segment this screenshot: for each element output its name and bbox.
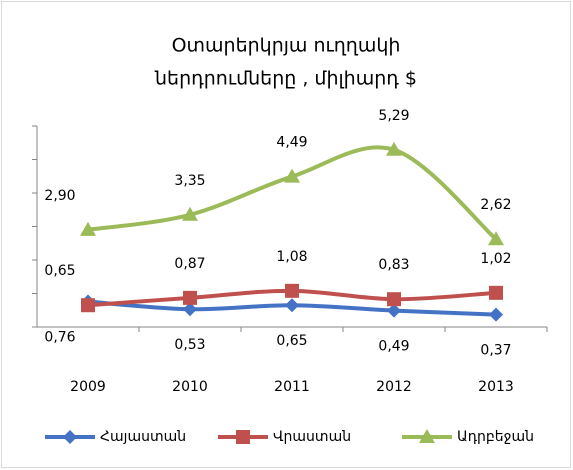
chart-title: Օտարերկրյա ուղղակի <box>172 35 401 57</box>
data-label: 1,08 <box>276 249 307 265</box>
data-label: 0,76 <box>44 330 75 346</box>
chart-title: ներդրումները , միլիարդ $ <box>154 68 417 90</box>
x-tick-label: 2012 <box>376 379 412 395</box>
data-point <box>80 221 96 236</box>
x-tick-label: 2013 <box>478 379 514 395</box>
legend-label: Հայաստան <box>100 429 186 445</box>
data-point <box>81 298 95 313</box>
x-tick-label: 2011 <box>274 379 310 395</box>
x-tick-label: 2009 <box>70 379 106 395</box>
data-label: 2,62 <box>480 197 511 213</box>
data-label: 3,35 <box>174 173 205 189</box>
data-point <box>386 141 402 156</box>
data-point <box>488 231 504 246</box>
data-point <box>182 206 198 221</box>
data-label: 1,02 <box>480 251 511 267</box>
data-label: 0,37 <box>480 343 511 359</box>
data-point <box>183 290 197 305</box>
legend-label: Վրաստան <box>273 429 351 445</box>
data-label: 4,49 <box>276 135 307 151</box>
data-label: 2,90 <box>44 188 75 204</box>
data-label: 0,87 <box>174 256 205 272</box>
data-label: 0,65 <box>276 333 307 349</box>
data-point <box>489 307 503 322</box>
legend-label: Ադրբեջան <box>457 429 534 445</box>
data-label: 0,53 <box>174 337 205 353</box>
x-tick-label: 2010 <box>172 379 208 395</box>
data-point <box>285 283 299 298</box>
legend-marker <box>236 430 250 444</box>
data-point <box>285 298 299 313</box>
data-point <box>387 292 401 307</box>
data-point <box>387 303 401 318</box>
data-point <box>284 168 300 183</box>
data-label: 5,29 <box>378 108 409 124</box>
data-point <box>183 302 197 317</box>
data-label: 0,65 <box>44 263 75 279</box>
data-label: 0,83 <box>378 257 409 273</box>
legend-marker <box>63 430 77 444</box>
legend-marker <box>419 429 435 443</box>
data-point <box>489 285 503 300</box>
data-label: 0,49 <box>378 339 409 355</box>
